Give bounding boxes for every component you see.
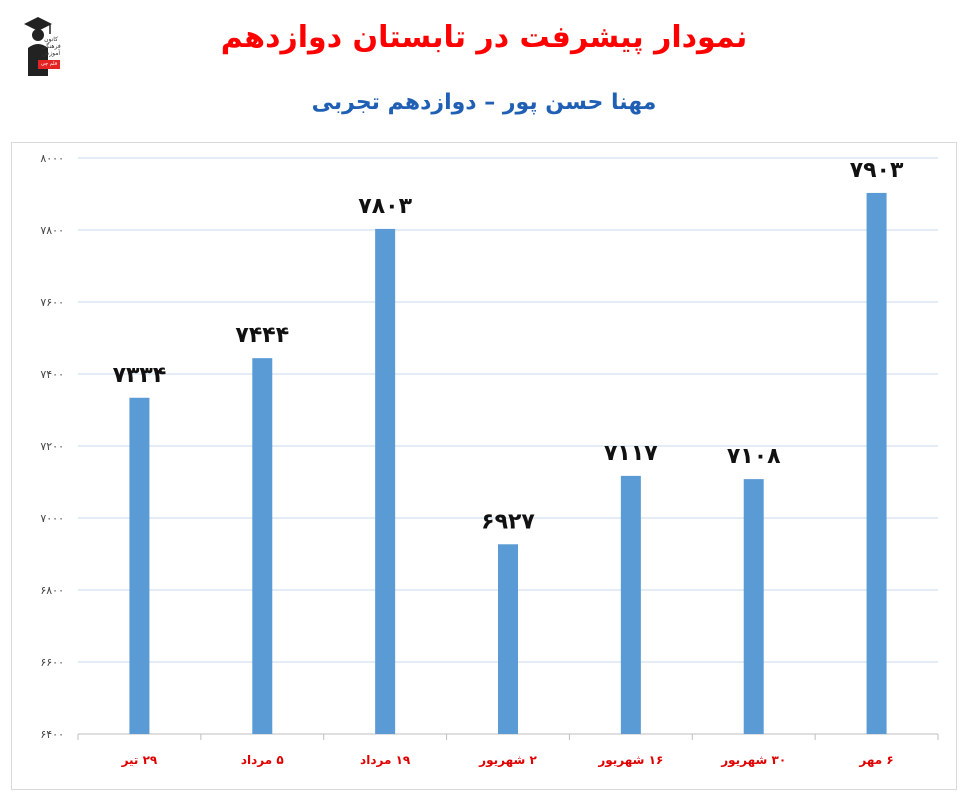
data-label: ۷۱۱۷ (604, 441, 658, 466)
bar (375, 228, 396, 735)
category-label: ۱۹ مرداد (360, 753, 411, 767)
labels-layer: ۷۳۳۴ ۲۹ تیر ۷۴۴۴ ۵ مرداد ۷۸۰۳ ۱۹ مرداد ۶۹۲۷ ۲ ش… (113, 158, 904, 768)
y-tick-label: ۷۶۰۰ (40, 296, 64, 309)
y-tick-label: ۷۸۰۰ (40, 224, 64, 237)
y-tick-label: ۷۲۰۰ (40, 440, 64, 453)
bar (498, 544, 518, 734)
category-label: ۳۰ شهریور (720, 753, 786, 768)
page-title: نمودار پیشرفت در تابستان دوازدهم (220, 20, 748, 55)
bar (743, 479, 764, 734)
y-tick-label: ۸۰۰۰ (40, 152, 64, 165)
data-label: ۷۹۰۳ (850, 158, 904, 183)
y-tick-label: ۷۰۰۰ (40, 512, 64, 525)
grid-layer: ۶۴۰۰ ۶۶۰۰ ۶۸۰۰ ۷۰۰۰ ۷۲۰۰ ۷۴۰۰ ۷۶۰۰ ۷۸۰۰ ۸۰۰۰ (40, 152, 939, 741)
logo-text: کانون فرهنگی آموزش (41, 36, 61, 57)
bars-layer (129, 192, 887, 735)
data-label: ۷۳۳۴ (113, 363, 167, 388)
bar (620, 475, 641, 734)
data-label: ۷۱۰۸ (727, 444, 781, 469)
y-tick-label: ۶۸۰۰ (40, 584, 64, 597)
category-label: ۲ شهریور (478, 753, 537, 768)
category-label: ۵ مرداد (241, 753, 284, 767)
category-label: ۱۶ شهریور (597, 753, 663, 768)
category-label: ۲۹ تیر (121, 753, 158, 767)
page-subtitle: مهنا حسن پور – دوازدهم تجربی (311, 90, 657, 115)
bar (129, 397, 150, 734)
y-tick-label: ۶۶۰۰ (40, 656, 64, 669)
y-tick-label: ۶۴۰۰ (40, 728, 64, 741)
category-label: ۶ مهر (858, 753, 893, 767)
chart-frame (11, 142, 957, 790)
bar (866, 192, 887, 735)
data-label: ۷۸۰۳ (358, 194, 412, 219)
y-tick-label: ۷۴۰۰ (40, 368, 64, 381)
bar (252, 358, 273, 734)
data-label: ۶۹۲۷ (481, 509, 535, 534)
data-label: ۷۴۴۴ (235, 323, 289, 348)
logo-badge: قلم چی (38, 60, 60, 69)
